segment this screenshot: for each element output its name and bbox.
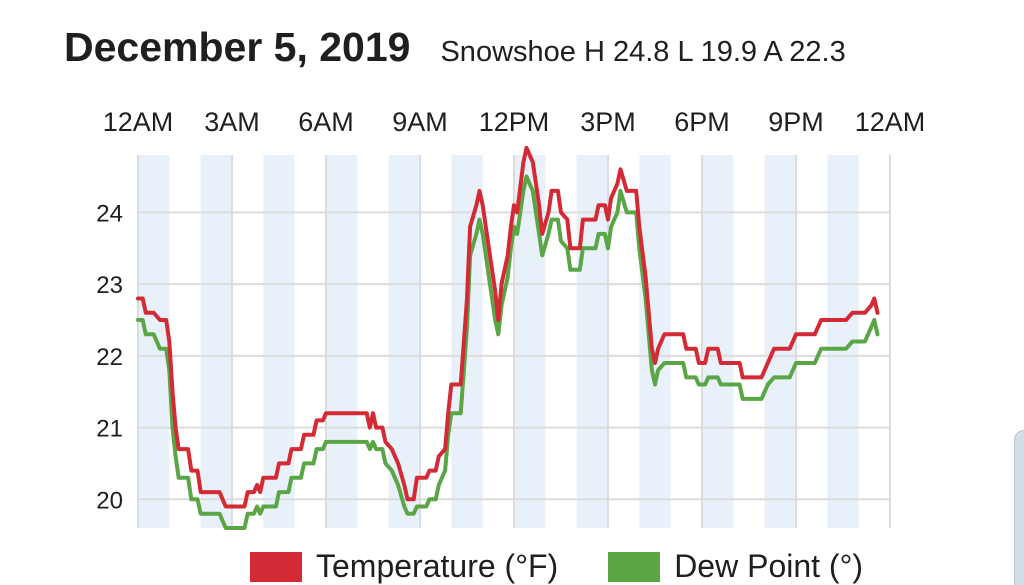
x-tick-label: 3AM — [204, 107, 260, 137]
y-tick-label: 24 — [96, 200, 123, 227]
hour-band — [576, 155, 608, 528]
x-tick-label: 12AM — [855, 107, 926, 137]
hour-band — [200, 155, 232, 528]
x-tick-label: 3PM — [580, 107, 636, 137]
x-tick-label: 6AM — [298, 107, 354, 137]
side-panel-handle[interactable] — [1014, 430, 1024, 585]
legend-item-temperature[interactable]: Temperature (°F) — [250, 548, 558, 585]
legend-label-dew-point: Dew Point (°) — [674, 548, 864, 584]
x-tick-label: 12PM — [479, 107, 550, 137]
series-lines — [136, 145, 880, 530]
dew-point-swatch — [608, 551, 661, 582]
x-tick-label: 9PM — [768, 107, 824, 137]
legend-item-dew-point[interactable]: Dew Point (°) — [608, 548, 863, 585]
y-axis-ticks: 20 21 22 23 24 — [96, 200, 123, 514]
y-tick-label: 21 — [96, 416, 123, 443]
chart-header: December 5, 2019 Snowshoe H 24.8 L 19.9 … — [64, 24, 846, 71]
hour-band — [388, 155, 420, 528]
hour-band — [639, 155, 671, 528]
grid-lines — [137, 155, 891, 528]
dew_point-line — [136, 174, 880, 530]
x-tick-label: 12AM — [103, 107, 174, 137]
hour-band — [702, 155, 734, 528]
temperature-swatch — [250, 551, 302, 582]
x-tick-label: 6PM — [674, 107, 730, 137]
hour-band — [326, 155, 358, 528]
x-axis-ticks: 12AM 3AM 6AM 9AM 12PM 3PM 6PM 9PM 12AM — [103, 107, 926, 137]
y-tick-label: 20 — [96, 487, 123, 514]
chart-title: December 5, 2019 — [64, 24, 411, 70]
y-tick-label: 23 — [96, 272, 123, 299]
legend-label-temperature: Temperature (°F) — [316, 548, 559, 584]
y-tick-label: 22 — [96, 344, 123, 371]
temperature-line — [136, 145, 880, 509]
hour-bands — [138, 155, 859, 528]
chart-legend: Temperature (°F) Dew Point (°) — [250, 548, 913, 585]
chart-subtitle: Snowshoe H 24.8 L 19.9 A 22.3 — [440, 36, 846, 68]
hour-band — [138, 155, 170, 528]
x-tick-label: 9AM — [392, 107, 448, 137]
